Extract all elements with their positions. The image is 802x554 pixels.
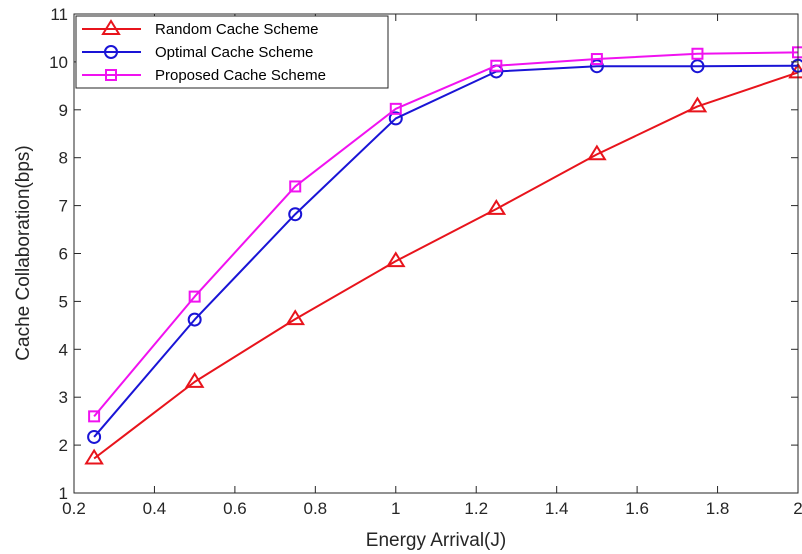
legend: Random Cache Scheme Optimal Cache Scheme P…: [75, 15, 389, 89]
legend-marker: [104, 45, 118, 59]
y-tick-label: 11: [50, 5, 68, 24]
y-tick-label: 5: [59, 292, 68, 311]
data-point: [285, 309, 306, 326]
y-tick-label: 6: [59, 245, 68, 264]
data-point: [486, 199, 507, 215]
y-tick-label: 8: [59, 149, 68, 168]
data-point: [388, 111, 403, 126]
x-tick-label: 0.4: [143, 499, 167, 518]
data-point: [188, 290, 201, 303]
data-point: [389, 102, 402, 115]
series-2: [88, 46, 802, 423]
data-point: [687, 96, 708, 113]
x-tick-label: 1: [391, 499, 400, 518]
y-tick-label: 9: [59, 101, 68, 120]
x-tick-label: 1.2: [464, 499, 488, 518]
data-point: [289, 180, 302, 193]
series-line: [93, 64, 799, 438]
plot-background: [74, 14, 798, 493]
y-tick-label: 10: [49, 53, 68, 72]
legend-label: Proposed Cache Scheme: [155, 67, 326, 84]
data-point: [589, 59, 604, 74]
data-point: [691, 47, 704, 60]
x-tick-label: 0.8: [304, 499, 328, 518]
data-point: [187, 312, 202, 327]
legend-item: Proposed Cache Scheme: [82, 67, 326, 84]
legend-marker: [101, 19, 121, 35]
legend-label: Optimal Cache Scheme: [155, 44, 313, 61]
data-point: [590, 53, 603, 66]
data-point: [490, 59, 503, 72]
data-point: [288, 207, 303, 222]
data-point: [690, 59, 705, 74]
x-tick-label: 2: [793, 499, 802, 518]
y-tick-label: 4: [59, 340, 68, 359]
x-tick-label: 0.2: [62, 499, 86, 518]
series-line: [93, 71, 799, 460]
y-tick-label: 2: [59, 436, 68, 455]
x-tick-label: 1.8: [706, 499, 730, 518]
data-point: [88, 410, 101, 423]
y-tick-label: 3: [59, 388, 68, 407]
data-point: [385, 251, 406, 268]
axes-layer: 0.2 0.4 0.6 0.8 1 1.2 1.4 1.6 1.8 2 1 2 3 4 5 6 7 8 9 10 11: [49, 5, 802, 518]
x-tick-label: 0.6: [223, 499, 247, 518]
x-tick-label: 1.4: [545, 499, 569, 518]
y-tick-label: 7: [59, 197, 68, 216]
x-axis-label: Energy Arrival(J): [366, 530, 506, 551]
data-point: [184, 371, 205, 388]
legend-item: Random Cache Scheme: [82, 19, 318, 38]
series-line: [93, 51, 799, 418]
legend-label: Random Cache Scheme: [155, 21, 318, 38]
data-point: [87, 429, 102, 444]
legend-marker: [105, 69, 117, 81]
data-point: [587, 144, 607, 161]
legend-item: Optimal Cache Scheme: [82, 44, 313, 61]
data-point: [84, 448, 104, 465]
x-tick-label: 1.6: [625, 499, 649, 518]
y-tick-label: 1: [59, 484, 68, 503]
y-axis-label: Cache Collaboration(bps): [13, 145, 34, 360]
